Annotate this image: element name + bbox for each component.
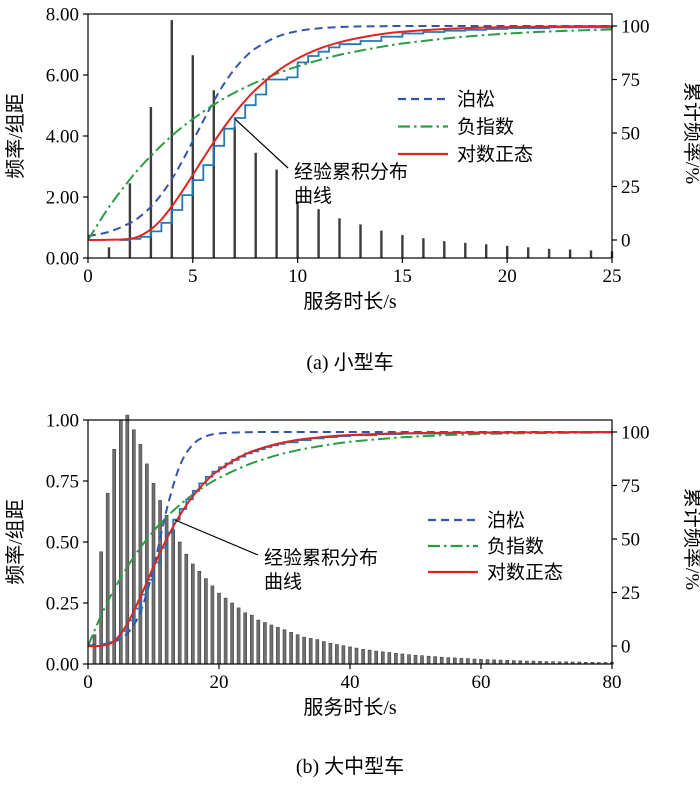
- annotation-leader-line: [174, 519, 259, 556]
- y-left-tick-label: 0.50: [46, 533, 79, 554]
- annotation-text: 经验累积分布: [294, 161, 408, 183]
- x-tick-label: 25: [603, 266, 622, 287]
- tick-marks: [83, 13, 617, 263]
- legend-label: 负指数: [457, 116, 514, 138]
- chart-b-plot-area: 0 20 40 60 80 0.00 0.25 0.50 0.75 1.00 0 25 50 75 100 泊…: [46, 411, 650, 694]
- annotation-text: 曲线: [264, 571, 302, 593]
- y-right-tick-label: 75: [621, 70, 640, 91]
- chart-a-xlabel: 服务时长/s: [303, 290, 397, 313]
- x-tick-label: 40: [341, 672, 360, 693]
- chart-a-plot-area: 0 5 10 15 20 25 0.00 2.00 4.00 6.00 8.00 0 25 50 75 100…: [46, 5, 650, 288]
- x-tick-label: 60: [472, 672, 491, 693]
- y-left-tick-label: 1.00: [46, 411, 79, 432]
- chart-a-ylabel-left: 频率/组距: [4, 93, 27, 179]
- chart-a-ylabel-right: 累计频率/%: [681, 82, 700, 184]
- tick-labels: 0 20 40 60 80 0.00 0.25 0.50 0.75 1.00 0 25 50 75 100: [46, 411, 650, 694]
- legend-label: 负指数: [487, 536, 544, 558]
- y-right-tick-label: 100: [621, 17, 650, 38]
- y-left-tick-label: 0.75: [46, 472, 79, 493]
- y-right-tick-label: 25: [621, 177, 640, 198]
- y-left-tick-label: 0.25: [46, 594, 79, 615]
- curve-lognormal: [87, 431, 613, 648]
- y-right-tick-label: 0: [621, 231, 631, 252]
- chart-b-caption: (b) 大中型车: [295, 756, 405, 778]
- y-right-tick-label: 50: [621, 124, 640, 145]
- histogram-bars: [107, 20, 614, 259]
- x-tick-label: 15: [393, 266, 412, 287]
- y-right-tick-label: 75: [621, 476, 640, 497]
- y-left-tick-label: 2.00: [46, 188, 79, 209]
- chart-a-canvas: 频率/组距 累计频率/% 服务时长/s 0 5 10 15 20 25 0.00 2.00 4.…: [4, 5, 700, 314]
- axes: [87, 13, 613, 259]
- y-left-tick-label: 0.00: [46, 249, 79, 270]
- y-left-tick-label: 6.00: [46, 66, 79, 87]
- curve-dashed: [87, 431, 612, 647]
- y-right-tick-label: 50: [621, 530, 640, 551]
- curve-dashed: [87, 24, 612, 238]
- y-right-tick-label: 25: [621, 583, 640, 604]
- x-tick-label: 0: [83, 266, 93, 287]
- x-tick-label: 80: [603, 672, 622, 693]
- empirical-cdf-step: [119, 26, 613, 241]
- legend-label: 泊松: [487, 510, 525, 532]
- distribution-curves: [87, 431, 613, 648]
- curve-lognormal: [87, 25, 613, 241]
- curve-dashdot: [87, 28, 613, 241]
- legend-label: 泊松: [457, 89, 495, 111]
- legend-label: 对数正态: [457, 144, 533, 166]
- annotation-text: 经验累积分布: [264, 547, 378, 569]
- curve-dashdot: [87, 431, 613, 647]
- y-left-tick-label: 8.00: [46, 5, 79, 26]
- y-right-tick-label: 100: [621, 423, 650, 444]
- histogram-bars: [92, 414, 614, 665]
- tick-marks: [83, 419, 617, 669]
- distribution-curves: [87, 24, 613, 241]
- empirical-cdf-step: [94, 431, 613, 647]
- y-right-tick-label: 0: [621, 637, 631, 658]
- y-left-tick-label: 0.00: [46, 655, 79, 676]
- x-tick-label: 20: [210, 672, 229, 693]
- annotation-text: 曲线: [294, 185, 332, 207]
- x-tick-label: 20: [498, 266, 517, 287]
- x-tick-label: 10: [288, 266, 307, 287]
- tick-labels: 0 5 10 15 20 25 0.00 2.00 4.00 6.00 8.00 0 25 50 75 100: [46, 5, 650, 288]
- legend-label: 对数正态: [487, 562, 563, 584]
- chart-a-caption: (a) 小型车: [306, 352, 394, 374]
- x-tick-label: 5: [188, 266, 198, 287]
- x-tick-label: 0: [83, 672, 93, 693]
- y-left-tick-label: 4.00: [46, 127, 79, 148]
- chart-b-ylabel-right: 累计频率/%: [681, 488, 700, 590]
- chart-b-ylabel-left: 频率/组距: [4, 499, 27, 585]
- chart-b-canvas: 频率/组距 累计频率/% 服务时长/s 0 20 40 60 80 0.00 0.25 0.5…: [4, 411, 700, 720]
- chart-b-xlabel: 服务时长/s: [303, 696, 397, 719]
- annotation-leader-line: [234, 118, 289, 169]
